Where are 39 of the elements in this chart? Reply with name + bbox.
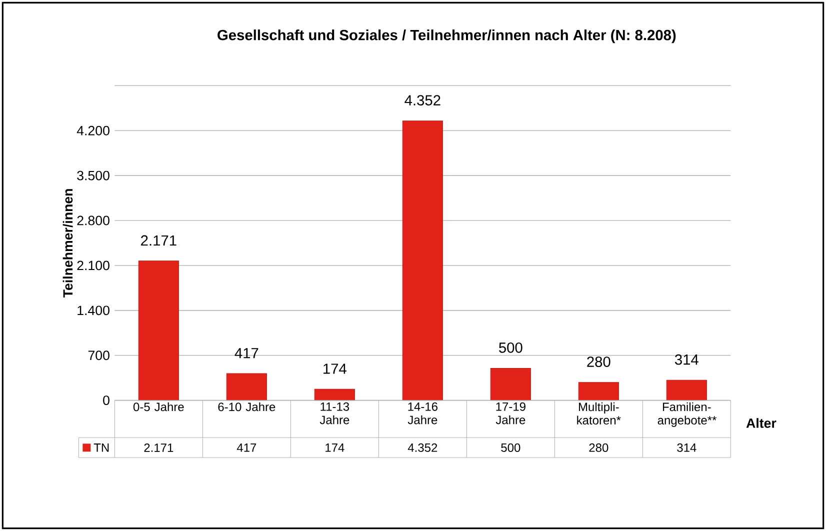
bar — [226, 373, 267, 401]
x-axis-title: Alter — [746, 418, 776, 428]
y-tick-label: 2.100 — [77, 260, 110, 270]
bar — [578, 382, 619, 401]
text: 417 — [234, 348, 258, 358]
bar — [138, 260, 179, 401]
data-label: 2.171 — [144, 443, 174, 452]
data-label: 500 — [501, 443, 520, 452]
text: 280 — [587, 356, 610, 367]
text: 500 — [499, 342, 522, 353]
x-tick-label: 17-19 Jahre — [496, 402, 526, 424]
bar — [666, 380, 707, 401]
x-tick-label: 14-16 Jahre — [408, 402, 438, 424]
y-tick-label: 0 — [103, 396, 110, 406]
text: 2.171 — [141, 235, 176, 246]
bar — [490, 368, 531, 401]
y-axis-title: Teilnehmer/innen — [62, 189, 73, 298]
x-tick-label: 11-13 Jahre — [320, 402, 350, 424]
data-label: 280 — [589, 443, 608, 452]
bar — [402, 120, 443, 401]
x-tick-label: 0-5 Jahre — [133, 402, 184, 412]
text: 174 — [324, 364, 346, 374]
y-tick-label: 3.500 — [77, 170, 110, 180]
x-tick-label: 6-10 Jahre — [218, 402, 276, 412]
text: 4.352 — [404, 95, 440, 106]
y-tick-label: 1.400 — [78, 306, 110, 316]
y-tick-label: 2.800 — [77, 216, 110, 226]
chart-title: Gesellschaft und Soziales / Teilnehmer/innen nach Alter (N: 8.208) — [218, 29, 676, 44]
data-label: 417 — [236, 444, 256, 452]
text: 314 — [674, 354, 698, 365]
data-label: 174 — [326, 444, 344, 452]
y-tick-label: 4.200 — [76, 126, 110, 136]
data-label: 314 — [677, 443, 696, 452]
x-tick-label: Multipli-katoren* — [577, 402, 621, 425]
data-label: 4.352 — [408, 443, 438, 452]
bar — [314, 388, 355, 401]
x-tick-label: Familien-angebote** — [658, 402, 717, 427]
legend-label: TN — [94, 444, 109, 452]
y-tick-label: 700 — [88, 350, 110, 360]
